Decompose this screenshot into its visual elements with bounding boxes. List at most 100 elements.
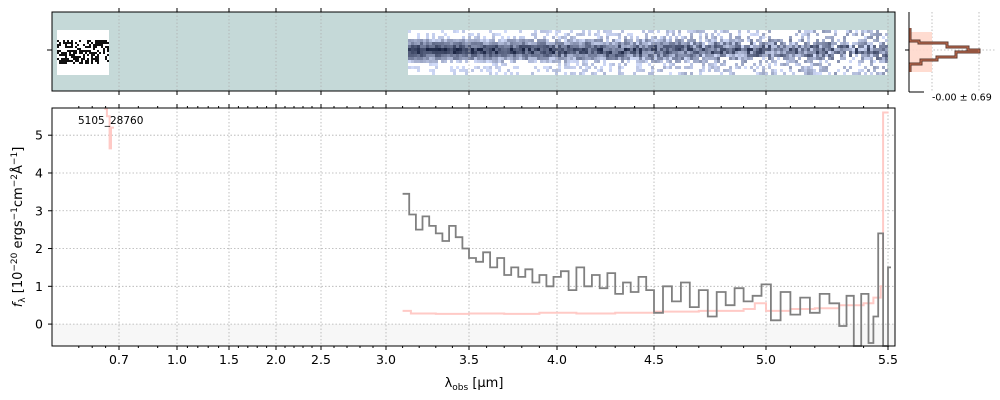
2d-pixel (741, 54, 744, 57)
2d-pixel (429, 57, 432, 60)
2d-pixel (588, 66, 591, 69)
2d-pixel (636, 63, 639, 66)
2d-pixel (633, 72, 636, 75)
2d-pixel (423, 45, 426, 48)
2d-pixel (810, 30, 813, 33)
x-tick-label: 4.5 (644, 352, 664, 367)
2d-pixel (570, 39, 573, 42)
2d-pixel (408, 39, 411, 42)
2d-pixel (648, 42, 651, 45)
2d-pixel (495, 45, 498, 48)
2d-pixel (552, 54, 555, 57)
2d-pixel (708, 45, 711, 48)
2d-pixel (828, 72, 831, 75)
2d-pixel (594, 42, 597, 45)
2d-pixel (75, 56, 77, 58)
2d-pixel (453, 30, 456, 33)
2d-pixel (588, 33, 591, 36)
2d-pixel (720, 48, 723, 51)
2d-pixel (486, 45, 489, 48)
2d-pixel (699, 60, 702, 63)
2d-pixel (435, 39, 438, 42)
2d-pixel (801, 48, 804, 51)
2d-pixel (95, 46, 97, 48)
2d-pixel (849, 66, 852, 69)
2d-pixel (531, 42, 534, 45)
2d-pixel (516, 39, 519, 42)
2d-pixel (423, 60, 426, 63)
2d-pixel (843, 42, 846, 45)
2d-pixel (597, 54, 600, 57)
2d-pixel (657, 57, 660, 60)
2d-pixel (828, 36, 831, 39)
2d-pixel (864, 66, 867, 69)
2d-pixel (600, 54, 603, 57)
2d-pixel (639, 57, 642, 60)
2d-pixel (846, 33, 849, 36)
2d-pixel (867, 42, 870, 45)
2d-pixel (741, 57, 744, 60)
2d-pixel (810, 72, 813, 75)
2d-pixel (804, 45, 807, 48)
x-tick-label: 3.0 (376, 352, 396, 367)
2d-pixel (867, 54, 870, 57)
x-tick-label: 5.0 (756, 352, 776, 367)
2d-pixel (663, 63, 666, 66)
2d-pixel (789, 60, 792, 63)
2d-pixel (585, 39, 588, 42)
2d-pixel (834, 72, 837, 75)
2d-pixel (474, 48, 477, 51)
2d-pixel (618, 66, 621, 69)
2d-pixel (714, 42, 717, 45)
2d-pixel (744, 57, 747, 60)
2d-pixel (534, 36, 537, 39)
2d-pixel (795, 33, 798, 36)
2d-pixel (585, 63, 588, 66)
2d-pixel (408, 54, 411, 57)
2d-pixel (684, 36, 687, 39)
2d-pixel (504, 39, 507, 42)
2d-pixel (465, 42, 468, 45)
2d-pixel (879, 51, 882, 54)
2d-pixel (627, 45, 630, 48)
2d-pixel (444, 51, 447, 54)
2d-pixel (582, 63, 585, 66)
2d-pixel (681, 72, 684, 75)
2d-pixel (618, 33, 621, 36)
2d-pixel (705, 39, 708, 42)
2d-pixel (603, 45, 606, 48)
2d-pixel (663, 66, 666, 69)
2d-pixel (753, 42, 756, 45)
2d-pixel (645, 33, 648, 36)
2d-pixel (588, 51, 591, 54)
2d-pixel (762, 57, 765, 60)
2d-pixel (585, 60, 588, 63)
2d-pixel (699, 54, 702, 57)
2d-pixel (777, 48, 780, 51)
2d-pixel (810, 69, 813, 72)
2d-pixel (657, 42, 660, 45)
2d-pixel (480, 54, 483, 57)
2d-pixel (819, 57, 822, 60)
2d-pixel (849, 30, 852, 33)
2d-pixel (498, 42, 501, 45)
2d-pixel (591, 72, 594, 75)
2d-pixel (603, 60, 606, 63)
2d-pixel (672, 45, 675, 48)
2d-pixel (705, 57, 708, 60)
2d-pixel (573, 72, 576, 75)
2d-pixel (714, 39, 717, 42)
2d-pixel (690, 66, 693, 69)
2d-pixel (750, 51, 753, 54)
2d-pixel (522, 51, 525, 54)
2d-pixel (567, 60, 570, 63)
2d-pixel (97, 62, 99, 64)
2d-pixel (744, 45, 747, 48)
2d-pixel (570, 45, 573, 48)
2d-pixel (834, 48, 837, 51)
2d-pixel (441, 48, 444, 51)
2d-pixel (417, 51, 420, 54)
2d-pixel (465, 72, 468, 75)
2d-pixel (429, 69, 432, 72)
2d-pixel (414, 54, 417, 57)
